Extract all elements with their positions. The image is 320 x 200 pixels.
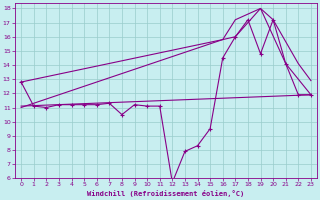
X-axis label: Windchill (Refroidissement éolien,°C): Windchill (Refroidissement éolien,°C) — [87, 190, 245, 197]
